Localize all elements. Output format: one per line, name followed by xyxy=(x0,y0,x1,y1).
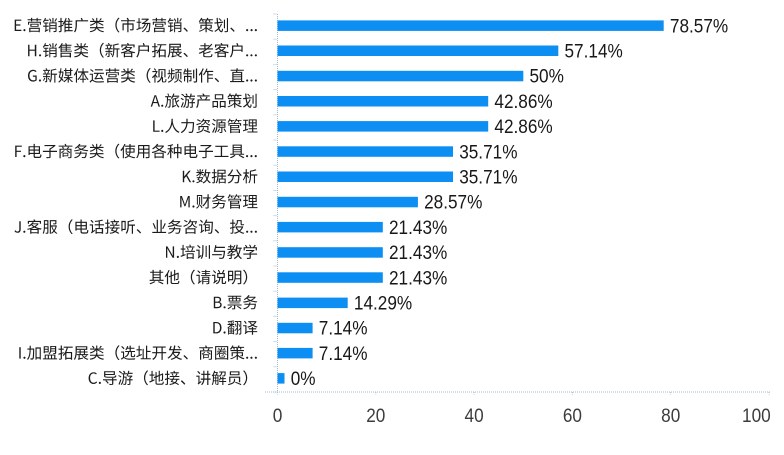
svg-text:20: 20 xyxy=(366,406,385,427)
svg-text:40: 40 xyxy=(465,406,484,427)
svg-text:100: 100 xyxy=(742,406,771,427)
svg-text:42.86%: 42.86% xyxy=(494,117,552,138)
svg-text:21.43%: 21.43% xyxy=(389,243,447,264)
svg-text:78.57%: 78.57% xyxy=(670,16,728,37)
svg-text:35.71%: 35.71% xyxy=(459,168,517,189)
svg-text:7.14%: 7.14% xyxy=(319,344,368,365)
svg-text:35.71%: 35.71% xyxy=(459,142,517,163)
svg-text:0: 0 xyxy=(273,406,283,427)
svg-text:0%: 0% xyxy=(291,369,316,390)
svg-text:50%: 50% xyxy=(530,67,564,88)
svg-text:42.86%: 42.86% xyxy=(494,92,552,113)
svg-text:80: 80 xyxy=(661,406,680,427)
svg-text:57.14%: 57.14% xyxy=(565,42,623,63)
svg-text:21.43%: 21.43% xyxy=(389,218,447,239)
svg-text:60: 60 xyxy=(563,406,582,427)
svg-text:7.14%: 7.14% xyxy=(319,319,368,340)
svg-text:21.43%: 21.43% xyxy=(389,268,447,289)
svg-text:28.57%: 28.57% xyxy=(424,193,482,214)
svg-text:14.29%: 14.29% xyxy=(354,294,412,315)
